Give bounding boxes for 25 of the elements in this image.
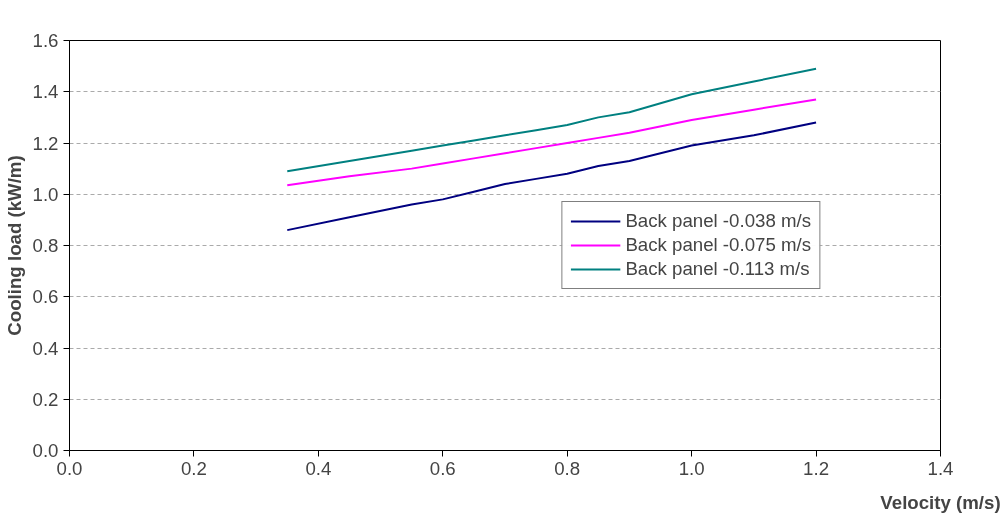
x-tick-label: 0.0 bbox=[56, 457, 83, 479]
x-tick-label: 0.2 bbox=[180, 457, 207, 479]
y-tick-label: 0.4 bbox=[32, 337, 59, 359]
x-tick-label: 1.0 bbox=[678, 457, 705, 479]
line-series bbox=[286, 98, 818, 187]
legend-label: Back panel -0.113 m/s bbox=[625, 258, 810, 280]
y-tick-label: 0.6 bbox=[32, 286, 59, 308]
x-axis-title: Velocity (m/s) bbox=[880, 491, 1001, 513]
x-tick-label: 0.8 bbox=[554, 457, 581, 479]
line-series bbox=[286, 121, 818, 232]
y-tick-label: 0.2 bbox=[32, 388, 59, 410]
x-tick-label: 0.6 bbox=[429, 457, 456, 479]
legend-label: Back panel -0.038 m/s bbox=[625, 210, 811, 232]
x-tick-label: 0.4 bbox=[305, 457, 332, 479]
y-tick-label: 1.4 bbox=[32, 81, 59, 103]
y-axis-title: Cooling load (kW/m) bbox=[3, 155, 25, 336]
y-tick-label: 0.0 bbox=[32, 440, 59, 461]
y-tick-label: 1.0 bbox=[32, 183, 59, 205]
y-tick-label: 1.2 bbox=[32, 132, 59, 154]
legend-label: Back panel -0.075 m/s bbox=[625, 234, 811, 256]
x-tick-label: 1.4 bbox=[927, 457, 954, 479]
y-tick-label: 1.6 bbox=[32, 30, 59, 51]
line-series bbox=[286, 67, 818, 173]
x-tick-label: 1.2 bbox=[803, 457, 830, 479]
y-tick-label: 0.8 bbox=[32, 235, 59, 256]
